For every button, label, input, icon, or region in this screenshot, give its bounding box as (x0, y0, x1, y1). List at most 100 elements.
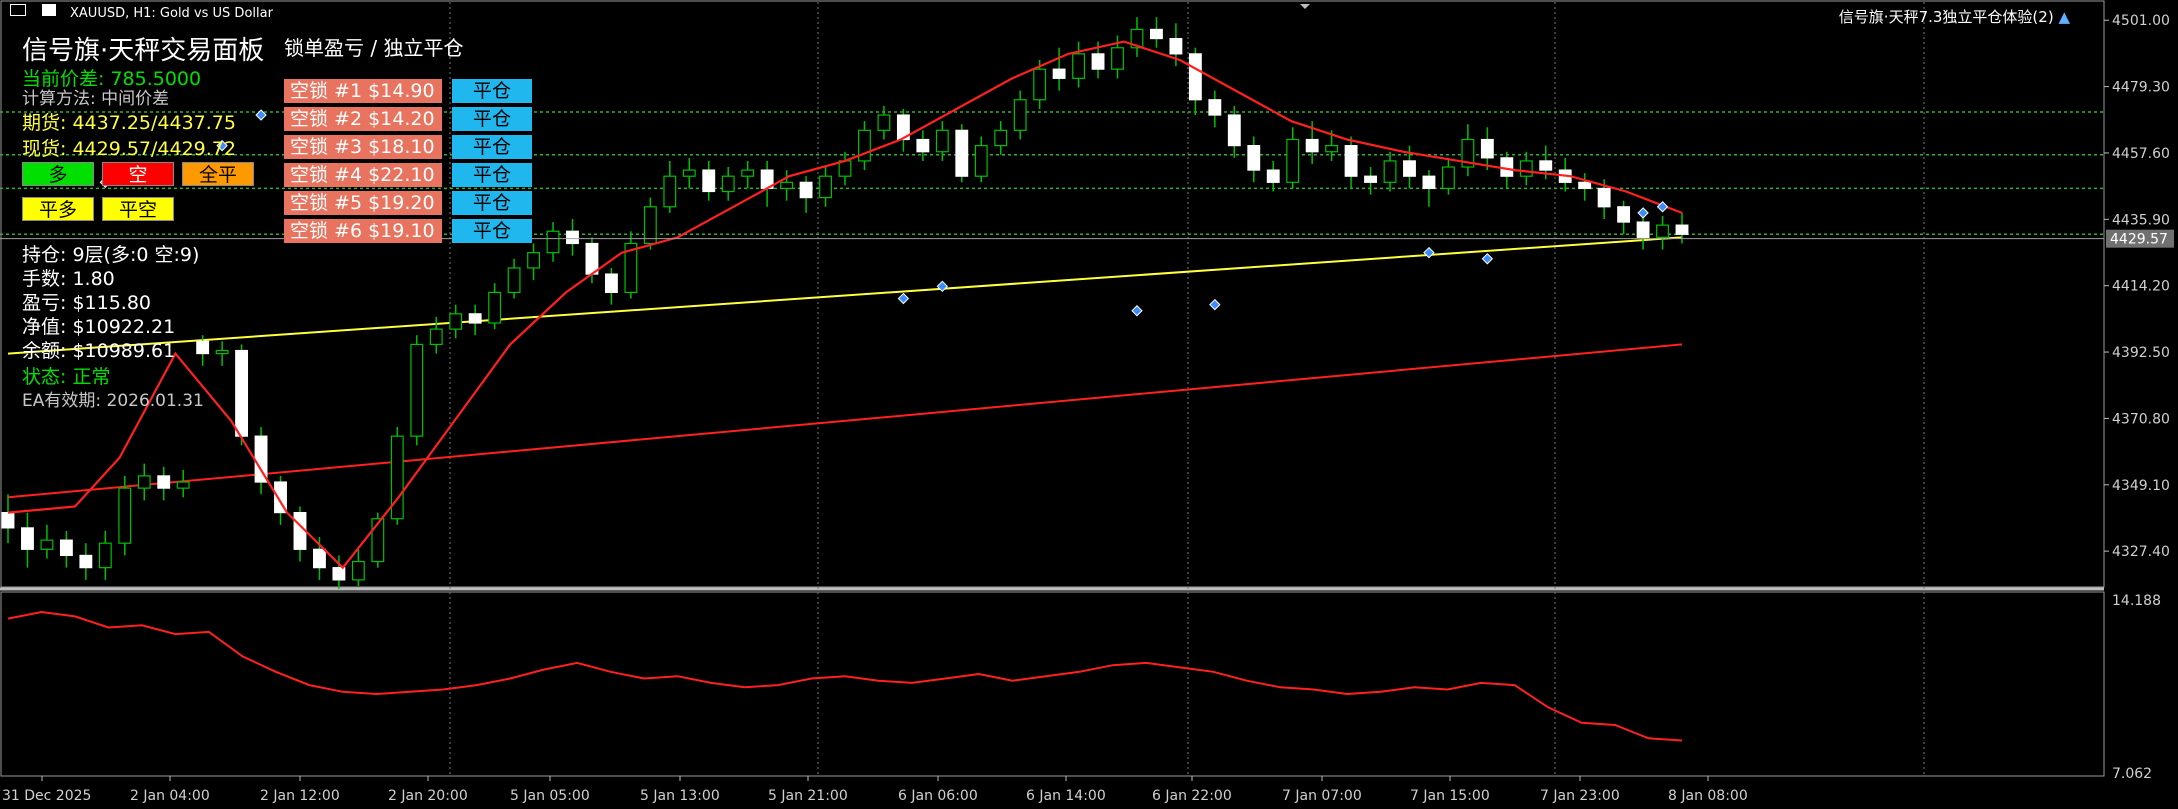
chart-type-icon[interactable] (42, 4, 56, 16)
candle-body (780, 181, 794, 190)
short-button[interactable]: 空 (102, 162, 174, 186)
time-tick-label: 6 Jan 06:00 (898, 788, 978, 804)
candle-body (1091, 53, 1105, 70)
menu-icon[interactable] (10, 4, 26, 16)
candle-body (449, 313, 463, 330)
status-info: 状态: 正常 (22, 366, 111, 388)
candle-body (1539, 160, 1553, 171)
lock-close-button-6[interactable]: 平仓 (452, 219, 532, 243)
candle-body (488, 291, 502, 324)
candle-body (527, 252, 540, 269)
candle-body (507, 267, 521, 294)
ma-fast-line (7, 40, 1683, 570)
candle-body (1383, 160, 1397, 183)
candle-body (566, 230, 579, 245)
ea-name: 信号旗·天秤7.3独立平仓体验(2) ▲ (1838, 8, 2070, 26)
symbol-title: XAUUSD, H1: Gold vs US Dollar (70, 6, 273, 21)
close-long-button[interactable]: 平多 (22, 197, 94, 221)
time-tick-label: 7 Jan 15:00 (1410, 788, 1490, 804)
lock-close-button-2[interactable]: 平仓 (452, 107, 532, 131)
candle-body (429, 328, 443, 346)
lock-header: 锁单盈亏 / 独立平仓 (284, 36, 464, 60)
candle-body (390, 435, 404, 520)
ma-slow-line (7, 343, 1683, 499)
price-tick-label: 4327.40 (2112, 544, 2170, 560)
spot-quote: 现货: 4429.57/4429.72 (22, 138, 236, 160)
trade-marker (1209, 298, 1221, 311)
candle-body (974, 145, 988, 177)
candle-body (1305, 138, 1319, 153)
ma-mid-line (7, 236, 1683, 355)
lock-label-2: 空锁 #2 $14.20 (284, 107, 442, 131)
candle-body (916, 138, 930, 153)
candle-body (21, 527, 34, 550)
time-tick-label: 7 Jan 23:00 (1540, 788, 1620, 804)
pnl-info: 盈亏: $115.80 (22, 292, 152, 314)
time-tick-label: 5 Jan 21:00 (768, 788, 848, 804)
candle-body (1208, 99, 1222, 116)
candle-body (1266, 169, 1280, 183)
candle-body (468, 313, 482, 324)
time-tick-label: 8 Jan 08:00 (1668, 788, 1748, 804)
candle-body (1130, 28, 1144, 49)
candle-body (1013, 99, 1027, 131)
lock-label-6: 空锁 #6 $19.10 (284, 219, 442, 243)
candle-body (682, 169, 696, 177)
position-info: 持仓: 9层(多:0 空:9) (22, 244, 200, 266)
candle-body (196, 340, 210, 355)
time-tick-label: 6 Jan 14:00 (1026, 788, 1106, 804)
candle-body (819, 175, 832, 199)
price-tick-label: 4479.30 (2112, 80, 2170, 96)
candle-body (1325, 145, 1339, 153)
candle-body (1247, 145, 1261, 171)
price-tick-label: 4349.10 (2112, 478, 2170, 494)
lock-label-1: 空锁 #1 $14.90 (284, 79, 442, 103)
candle-body (624, 242, 638, 294)
current-price-box (2106, 229, 2174, 248)
candle-body (1072, 53, 1086, 79)
price-tick-label: 4501.00 (2112, 13, 2170, 29)
price-tick-label: 4392.50 (2112, 345, 2170, 361)
candle-body (1, 512, 15, 529)
price-frame (0, 0, 2105, 588)
trade-marker (897, 292, 910, 305)
balance-info: 余额: $10989.61 (22, 340, 176, 362)
trade-marker (1656, 201, 1669, 213)
candle-body (1150, 28, 1163, 40)
candle-body (1422, 175, 1436, 190)
candle-body (955, 129, 969, 177)
candle-body (1033, 68, 1047, 101)
price-tick-label: 4435.90 (2112, 212, 2170, 228)
calc-method: 计算方法: 中间价差 (22, 89, 170, 109)
indicator-tick-label: 7.062 (2112, 766, 2152, 782)
equity-info: 净值: $10922.21 (22, 316, 176, 338)
price-tick-label: 4457.60 (2112, 146, 2170, 162)
close-all-button[interactable]: 全平 (182, 162, 254, 186)
long-button[interactable]: 多 (22, 162, 94, 186)
lots-info: 手数: 1.80 (22, 268, 115, 290)
candle-body (1578, 181, 1592, 190)
scroll-marker-icon (1300, 4, 1310, 9)
close-short-button[interactable]: 平空 (102, 197, 174, 221)
lock-close-button-4[interactable]: 平仓 (452, 163, 532, 187)
candle-body (1403, 160, 1416, 177)
lock-close-button-3[interactable]: 平仓 (452, 135, 532, 159)
candle-body (877, 114, 891, 131)
time-tick-label: 6 Jan 22:00 (1152, 788, 1232, 804)
candle-body (1597, 187, 1611, 208)
candle-body (157, 475, 171, 489)
candle-body (702, 169, 716, 193)
trade-marker (1131, 305, 1143, 317)
candle-body (274, 481, 287, 514)
candle-body (371, 518, 385, 563)
ea-expiry: EA有效期: 2026.01.31 (22, 391, 204, 411)
panel-title: 信号旗·天秤交易面板 (22, 36, 265, 66)
candle-body (176, 481, 190, 489)
current-spread: 当前价差: 785.5000 (22, 68, 202, 90)
time-tick-label: 2 Jan 12:00 (260, 788, 340, 804)
candle-body (994, 129, 1008, 147)
candle-body (1617, 206, 1631, 223)
lock-close-button-5[interactable]: 平仓 (452, 191, 532, 215)
lock-close-button-1[interactable]: 平仓 (452, 79, 532, 103)
